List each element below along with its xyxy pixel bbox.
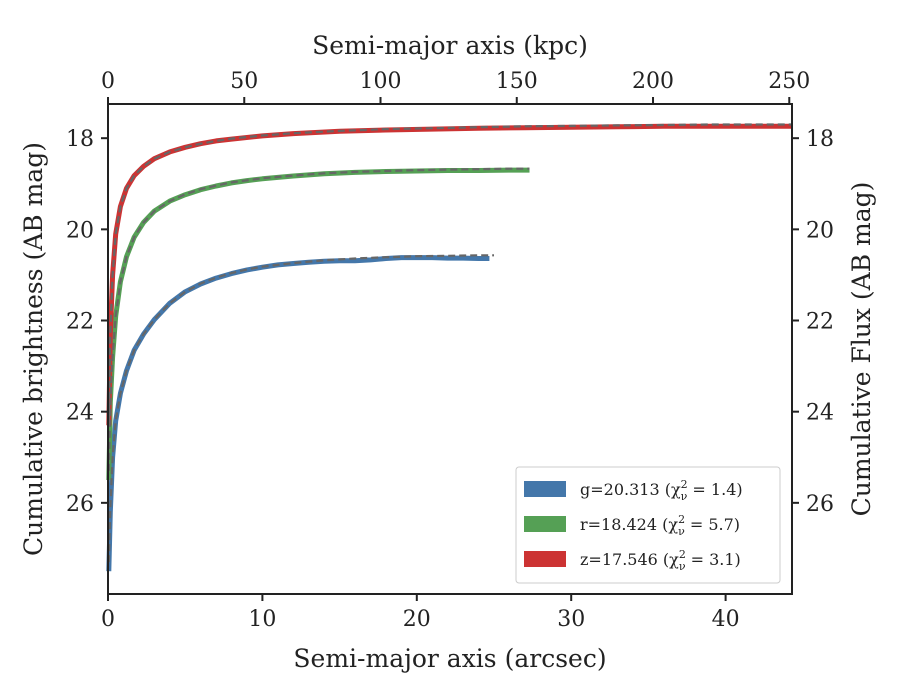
x-tick-label-bottom: 0 (101, 607, 115, 632)
legend-swatch-z (524, 551, 566, 567)
y-tick-label-left: 24 (66, 401, 94, 426)
y-tick-label-left: 18 (66, 127, 94, 152)
y-tick-label-right: 26 (806, 492, 834, 517)
x-tick-label-top: 100 (360, 69, 402, 94)
legend-items: g=20.313 (χ2 ν = 1.4) r=18.424 (χ2 ν = 5.7)… (524, 478, 743, 573)
ticks-layer: 0 10 20 30 40 0 50 100 150 200 250 18 18 20 20 22 22 24 24… (66, 69, 834, 632)
plot-frame (107, 103, 793, 595)
legend-label-r: r=18.424 (χ2 ν = 5.7) (580, 513, 740, 538)
model-line-r (107, 167, 530, 471)
series-line-r (106, 167, 530, 481)
x-tick-label-bottom: 30 (557, 607, 585, 632)
x-tick-label-bottom: 10 (248, 607, 276, 632)
y-axis-label-right: Cumulative Flux (AB mag) (847, 182, 876, 517)
x-tick-label-top: 0 (101, 69, 115, 94)
legend-swatch-g (524, 481, 566, 497)
legend: g=20.313 (χ2 ν = 1.4) r=18.424 (χ2 ν = 5.7)… (515, 466, 781, 584)
x-tick-label-top: 250 (768, 69, 810, 94)
series-line-g (106, 255, 490, 572)
x-tick-label-top: 200 (632, 69, 674, 94)
y-tick-label-right: 24 (806, 401, 834, 426)
model-layer (107, 123, 792, 563)
y-axis-label-left: Cumulative brightness (AB mag) (19, 142, 48, 556)
y-tick-label-left: 22 (66, 310, 94, 335)
legend-swatch-r (524, 516, 566, 532)
x-tick-label-top: 50 (230, 69, 258, 94)
x-tick-label-bottom: 40 (712, 607, 740, 632)
x-tick-label-top: 150 (496, 69, 538, 94)
y-tick-label-left: 20 (66, 218, 94, 243)
legend-frame (515, 466, 781, 584)
y-tick-label-right: 20 (806, 218, 834, 243)
legend-label-g: g=20.313 (χ2 ν = 1.4) (580, 478, 743, 503)
y-tick-label-left: 26 (66, 492, 94, 517)
model-line-g (107, 254, 494, 563)
legend-label-z: z=17.546 (χ2 ν = 3.1) (580, 548, 741, 573)
x-axis-label-top: Semi-major axis (kpc) (312, 31, 588, 60)
x-tick-label-bottom: 20 (403, 607, 431, 632)
y-tick-label-right: 22 (806, 310, 834, 335)
model-line-z (107, 123, 792, 421)
y-tick-label-right: 18 (806, 127, 834, 152)
x-axis-label-bottom: Semi-major axis (arcsec) (293, 644, 606, 673)
